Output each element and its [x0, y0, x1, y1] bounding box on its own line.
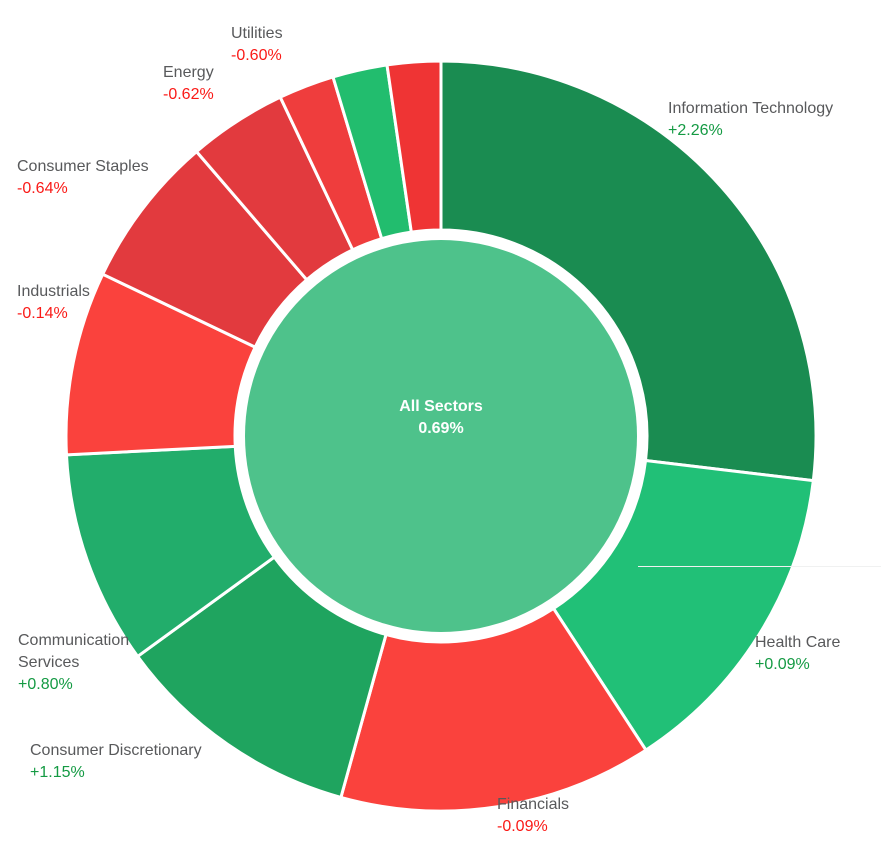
sector-callout-information-technology: Information Technology +2.26% — [668, 98, 878, 142]
sector-name: Financials — [497, 796, 570, 813]
sector-name: Utilities — [231, 25, 283, 42]
sector-callout-health-care: Health Care +0.09% — [755, 632, 881, 676]
sector-change: -0.09% — [497, 818, 548, 835]
sector-callout-energy: Energy -0.62% — [163, 62, 273, 106]
donut-wedges — [64, 59, 818, 813]
sector-name: Energy — [163, 64, 214, 81]
sector-name: Communication Services — [18, 632, 130, 671]
sector-change: +0.80% — [18, 676, 73, 693]
sector-callout-industrials: Industrials -0.14% — [17, 281, 147, 325]
center-value: 0.69% — [418, 420, 464, 437]
sector-change: +2.26% — [668, 122, 723, 139]
sector-name: Consumer Discretionary — [30, 742, 202, 759]
sector-name: Industrials — [17, 283, 90, 300]
sector-change: +0.09% — [755, 656, 810, 673]
center-circle — [245, 240, 637, 632]
sector-callout-utilities: Utilities -0.60% — [231, 23, 341, 67]
sector-name: Consumer Staples — [17, 158, 149, 175]
sector-change: -0.60% — [231, 47, 282, 64]
sector-callout-consumer-staples: Consumer Staples -0.64% — [17, 156, 202, 200]
sector-callout-communication-services: Communication Services +0.80% — [18, 630, 163, 696]
faint-gridline — [638, 566, 881, 567]
sector-callout-consumer-discretionary: Consumer Discretionary +1.15% — [30, 740, 255, 784]
sector-change: +1.15% — [30, 764, 85, 781]
sector-change: -0.64% — [17, 180, 68, 197]
wedge-financials[interactable] — [339, 606, 648, 813]
center-label-group: All Sectors 0.69% — [399, 396, 483, 440]
wedge-health-care[interactable] — [551, 458, 815, 753]
sector-name: Information Technology — [668, 100, 834, 117]
sector-name: Health Care — [755, 634, 841, 651]
sector-change: -0.14% — [17, 305, 68, 322]
sector-callout-financials: Financials -0.09% — [497, 794, 627, 838]
wedge-utilities[interactable] — [385, 59, 443, 234]
sector-change: -0.62% — [163, 86, 214, 103]
center-label: All Sectors — [399, 398, 483, 415]
wedge-information-technology[interactable] — [439, 59, 818, 483]
